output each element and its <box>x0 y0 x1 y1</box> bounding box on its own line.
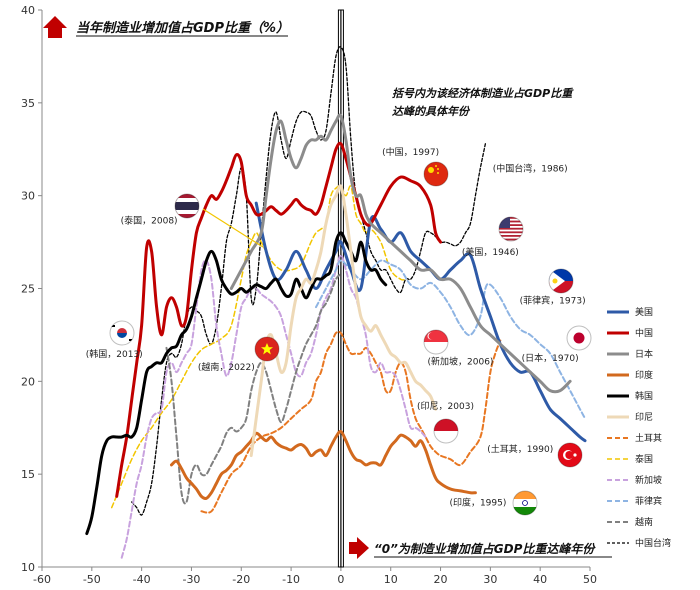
india-flag <box>512 490 538 516</box>
y-tick-label: 35 <box>21 97 35 110</box>
series-line-11 <box>131 46 487 516</box>
x-tick-label: 0 <box>337 573 344 586</box>
y-tick-label: 40 <box>21 4 35 17</box>
x-tick-label: -60 <box>33 573 51 586</box>
philippines-flag <box>548 268 574 294</box>
annotation-label: (菲律宾，1973) <box>520 294 586 306</box>
x-tick-label: 50 <box>583 573 597 586</box>
thailand-flag <box>174 193 200 219</box>
annotation-label: (新加坡，2006) <box>428 356 494 368</box>
x-tick-label: -30 <box>182 573 200 586</box>
x-tick-label: 20 <box>434 573 448 586</box>
annotation-layer: (中国，1997) (中国台湾，1986) (泰国，2008) (美国，1946) (菲… <box>86 146 586 509</box>
annotation-label: (中国台湾，1986) <box>493 163 568 175</box>
legend-label: 印尼 <box>635 411 653 423</box>
series-line-3 <box>170 429 477 500</box>
annotation-label: (中国，1997) <box>382 146 439 158</box>
series-line-8 <box>120 254 427 559</box>
series-line-7 <box>110 185 407 509</box>
annotation-label: (印尼，2003) <box>417 400 474 412</box>
legend-label: 泰国 <box>635 453 653 465</box>
right-arrow-icon <box>349 537 369 559</box>
legend-label: 新加坡 <box>635 474 662 486</box>
thailand-leader-line <box>202 208 264 248</box>
x-tick-label: -10 <box>282 573 300 586</box>
series-layer <box>85 46 587 559</box>
turkey-flag <box>557 442 583 468</box>
axes: 10 15 20 25 30 35 40 -60 -50 -40 -30 -20 -10 0 10 20 30 4… <box>21 4 597 586</box>
zero-note: “0”为制造业增加值占GDP比重达峰年份 <box>374 542 596 556</box>
indonesia-flag <box>433 418 459 444</box>
zero-note-group: “0”为制造业增加值占GDP比重达峰年份 <box>349 537 612 559</box>
chart-title: 当年制造业增加值占GDP比重（%） <box>76 20 289 36</box>
annotation-label: (印度，1995) <box>449 497 506 509</box>
legend-label: 中国 <box>635 327 653 339</box>
annotation-label: (土耳其，1990) <box>487 443 553 455</box>
legend-label: 菲律宾 <box>635 495 662 507</box>
singapore-flag <box>423 329 449 355</box>
usa-flag <box>498 216 524 242</box>
legend-label: 日本 <box>635 348 653 360</box>
note-line-1: 括号内为该经济体制造业占GDP比重 <box>392 87 574 100</box>
annotation-label: (泰国，2008) <box>121 215 178 227</box>
annotation-label: (日本，1970) <box>522 352 579 364</box>
note-line-2: 达峰的具体年份 <box>392 105 471 118</box>
y-tick-label: 30 <box>21 190 35 203</box>
y-tick-label: 10 <box>21 561 35 574</box>
x-tick-label: 10 <box>384 573 398 586</box>
series-line-4 <box>85 231 388 536</box>
note-group: 括号内为该经济体制造业占GDP比重 达峰的具体年份 <box>392 87 574 118</box>
korea-flag <box>109 320 135 346</box>
legend-label: 土耳其 <box>635 432 662 444</box>
annotation-label: (美国，1946) <box>462 246 519 258</box>
x-tick-label: 40 <box>533 573 547 586</box>
series-line-2 <box>229 113 572 394</box>
legend-label: 印度 <box>635 369 653 381</box>
japan-flag <box>566 325 592 351</box>
x-tick-label: 30 <box>483 573 497 586</box>
x-tick-label: -20 <box>232 573 250 586</box>
y-tick-label: 25 <box>21 283 35 296</box>
series-line-5 <box>249 184 438 458</box>
y-tick-label: 15 <box>21 468 35 481</box>
legend-label: 美国 <box>635 306 653 318</box>
title-group: 当年制造业增加值占GDP比重（%） <box>43 16 289 38</box>
series-line-9 <box>315 259 586 420</box>
legend-label: 越南 <box>635 516 653 528</box>
series-line-10 <box>165 272 342 505</box>
flag-layer <box>109 161 592 516</box>
vietnam-flag <box>254 336 280 362</box>
china-flag <box>423 161 449 187</box>
up-arrow-icon <box>43 16 67 38</box>
annotation-label: (越南，2022) <box>198 361 255 373</box>
y-tick-label: 20 <box>21 375 35 388</box>
annotation-label: (韩国，2013) <box>86 348 143 360</box>
legend-label: 中国台湾 <box>635 537 671 549</box>
x-tick-label: -50 <box>83 573 101 586</box>
x-tick-label: -40 <box>133 573 151 586</box>
legend-label: 韩国 <box>635 390 653 402</box>
peak-year-marker <box>337 9 344 568</box>
